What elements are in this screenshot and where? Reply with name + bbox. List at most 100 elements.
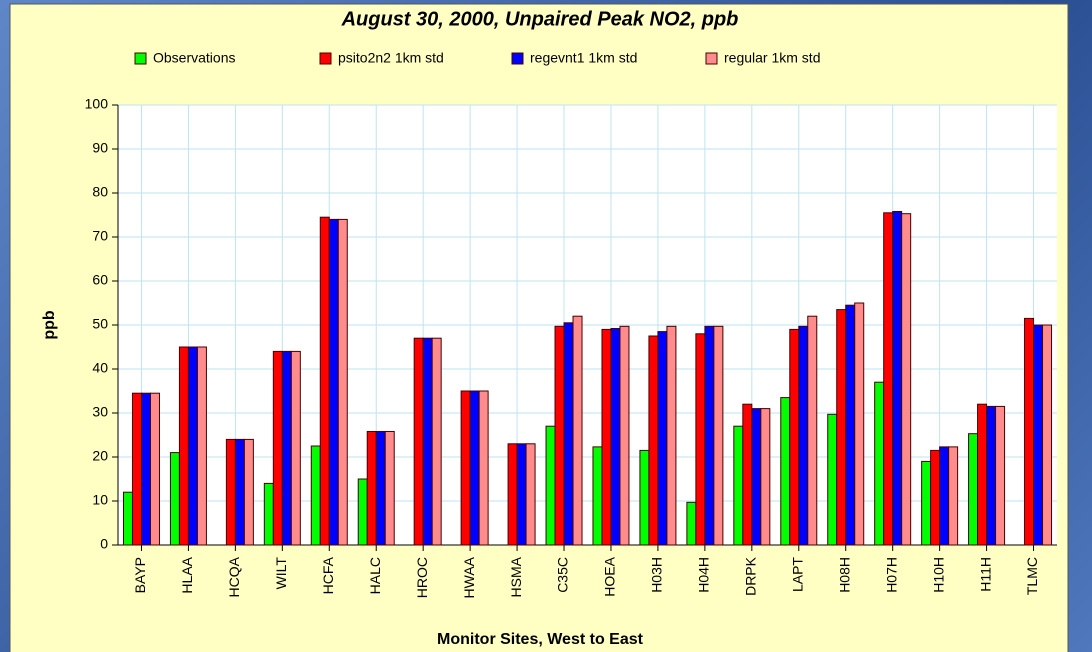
x-tick-label: H03H: [649, 557, 665, 593]
bar: [1033, 324, 1044, 546]
bar: [140, 392, 151, 546]
bar: [516, 443, 527, 546]
bar: [901, 213, 912, 546]
bar: [413, 337, 424, 546]
bar: [507, 443, 518, 546]
chart-title: August 30, 2000, Unpaired Peak NO2, ppb: [341, 8, 739, 30]
x-tick-label: HWAA: [461, 556, 477, 598]
bar: [281, 350, 292, 546]
x-tick-label: H04H: [696, 557, 712, 593]
bar: [290, 350, 301, 546]
bar: [648, 335, 659, 546]
legend-label: regular 1km std: [724, 50, 820, 66]
bar: [639, 449, 650, 546]
bar: [337, 218, 348, 546]
bar: [995, 405, 1006, 546]
x-tick-label: H08H: [836, 557, 852, 593]
legend-label: regevnt1 1km std: [530, 50, 637, 66]
bar: [883, 212, 894, 546]
bar: [704, 325, 715, 546]
x-tick-label: HSMA: [508, 556, 524, 597]
x-tick-label: HLAA: [179, 556, 195, 593]
bar: [798, 325, 809, 546]
bar: [986, 405, 997, 546]
bar: [921, 460, 932, 546]
y-tick-label: 10: [92, 492, 108, 508]
bar: [713, 325, 724, 546]
bar: [827, 413, 838, 546]
x-tick-label: TLMC: [1024, 557, 1040, 595]
x-tick-label: H11H: [977, 557, 993, 592]
bar: [478, 390, 489, 546]
bar: [196, 346, 207, 546]
x-tick-label: H10H: [930, 557, 946, 593]
bar: [742, 403, 753, 546]
bar: [272, 350, 283, 546]
x-tick-label: HALC: [367, 557, 383, 594]
bar: [780, 397, 791, 546]
bar: [789, 328, 800, 546]
x-tick-label: LAPT: [789, 557, 805, 592]
bar: [1024, 317, 1035, 546]
bar: [263, 482, 274, 546]
y-tick-label: 80: [92, 184, 108, 200]
legend-swatch: [511, 52, 524, 65]
bar: [807, 315, 818, 546]
x-tick-label: HCQA: [226, 556, 242, 597]
bar: [601, 328, 612, 546]
bar: [178, 346, 189, 546]
x-tick-label: H07H: [883, 557, 899, 593]
bar: [892, 210, 903, 546]
bar: [366, 430, 377, 546]
bar: [1042, 324, 1053, 546]
bar: [422, 337, 433, 546]
bar: [357, 478, 368, 546]
bar: [666, 325, 677, 546]
bar: [319, 216, 330, 546]
bar: [234, 438, 245, 546]
legend-swatch: [319, 52, 332, 65]
bar: [431, 337, 442, 546]
x-tick-label: HOEA: [602, 556, 618, 596]
y-tick-label: 60: [92, 272, 108, 288]
bar: [131, 392, 142, 546]
y-axis-label: ppb: [41, 310, 58, 340]
bar: [977, 403, 988, 546]
x-tick-label: C35C: [555, 557, 571, 593]
bar: [187, 346, 198, 546]
bar: [384, 430, 395, 546]
x-tick-label: HROC: [414, 557, 430, 598]
bar: [563, 322, 574, 546]
bar: [149, 392, 160, 546]
bar: [939, 446, 950, 546]
bar: [854, 302, 865, 546]
y-tick-label: 70: [92, 228, 108, 244]
bar: [592, 446, 603, 546]
bar: [243, 438, 254, 546]
legend-label: Observations: [153, 50, 235, 66]
bar: [310, 445, 321, 546]
y-tick-label: 0: [100, 536, 108, 552]
legend-swatch: [134, 52, 147, 65]
y-tick-label: 40: [92, 360, 108, 376]
y-tick-label: 100: [85, 96, 109, 112]
bar: [751, 408, 762, 546]
bar: [225, 438, 236, 546]
bar: [525, 443, 536, 546]
bar: [686, 501, 697, 546]
bar: [845, 304, 856, 546]
bar: [469, 390, 480, 546]
bar: [554, 325, 565, 546]
y-tick-label: 30: [92, 404, 108, 420]
bar: [610, 328, 621, 546]
bar: [619, 325, 630, 546]
y-tick-label: 90: [92, 140, 108, 156]
bar: [122, 491, 133, 546]
bar: [460, 390, 471, 546]
y-tick-label: 50: [92, 316, 108, 332]
x-tick-label: HCFA: [320, 556, 336, 594]
bar: [930, 449, 941, 546]
legend-label: psito2n2 1km std: [338, 50, 444, 66]
